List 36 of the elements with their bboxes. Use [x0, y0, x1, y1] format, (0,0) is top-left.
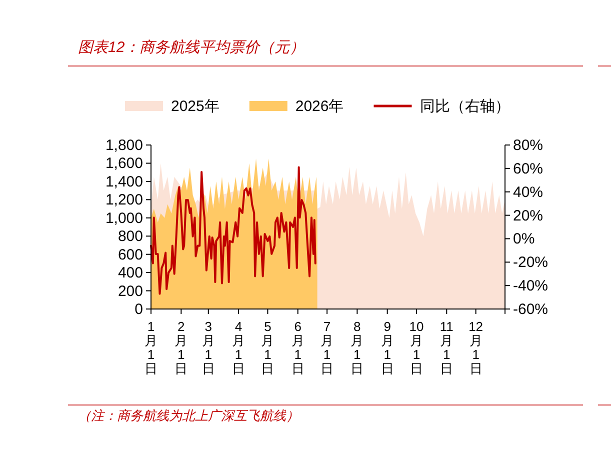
x-tick-label: 10月1日	[409, 319, 424, 376]
x-tick-label: 12月1日	[468, 319, 484, 376]
y-tick-label: 1,400	[105, 173, 143, 190]
y-tick-label: 200	[118, 282, 143, 300]
y-tick-label: 800	[118, 228, 143, 246]
legend-label: 2026年	[295, 98, 344, 115]
x-tick-label: 2月1日	[174, 319, 188, 376]
text: （注：商务航线为北上广深互飞航线）	[78, 408, 299, 423]
y2-tick-label: -40%	[513, 278, 548, 295]
line-series	[150, 166, 316, 295]
legend-label: 2025年	[171, 98, 220, 115]
y-tick-label: 1,800	[105, 137, 143, 154]
x-tick-label: 4月1日	[232, 319, 246, 376]
x-tick-label: 7月1日	[320, 319, 334, 376]
y2-tick-label: 80%	[513, 137, 544, 154]
y2-tick-label: -60%	[513, 301, 548, 318]
y-tick-label: 400	[118, 264, 143, 282]
y-tick-label: 600	[118, 246, 143, 264]
y-tick-label: 1,600	[105, 155, 143, 172]
x-tick-label: 11月1日	[440, 319, 454, 376]
y-tick-label: 1,200	[105, 192, 143, 209]
x-tick-label: 5月1日	[261, 319, 274, 376]
x-tick-label: 6月1日	[291, 319, 304, 376]
x-tick-label: 8月1日	[350, 319, 364, 376]
y-tick-label: 0	[134, 301, 143, 318]
x-tick-label: 1月1日	[144, 319, 158, 376]
x-tick-label: 3月1日	[202, 319, 215, 376]
y2-tick-label: -20%	[513, 254, 548, 272]
y2-tick-label: 20%	[513, 207, 544, 224]
y2-tick-label: 0%	[513, 230, 535, 248]
y2-tick-label: 40%	[513, 184, 544, 201]
x-tick-label: 9月1日	[380, 319, 394, 376]
y-tick-label: 1,000	[105, 210, 143, 227]
chart-title: 图表12：商务航线平均票价（元）	[78, 39, 305, 56]
legend-label: 同比（右轴）	[420, 98, 510, 115]
y2-tick-label: 60%	[513, 160, 544, 178]
